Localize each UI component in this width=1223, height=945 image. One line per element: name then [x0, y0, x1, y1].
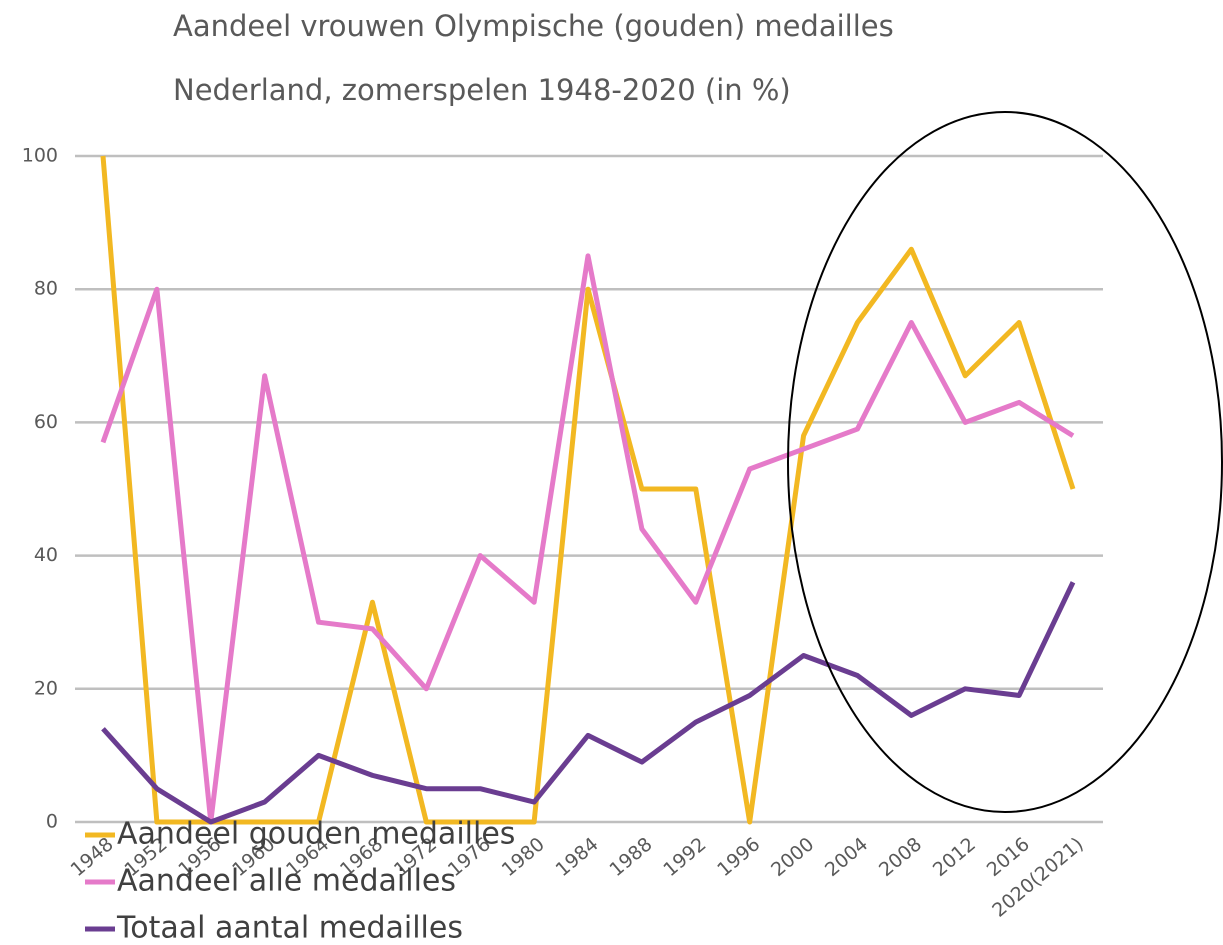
y-tick-label: 40 [34, 544, 58, 566]
x-tick-label: 1992 [659, 833, 710, 881]
series-line [101, 581, 1076, 825]
x-tick-label: 2000 [767, 833, 818, 881]
chart-title: Aandeel vrouwen Olympische (gouden) meda… [173, 9, 894, 43]
y-tick-label: 20 [34, 677, 58, 699]
legend: Aandeel gouden medailles Aandeel alle med… [85, 817, 515, 945]
chart-subtitle: Nederland, zomerspelen 1948-2020 (in %) [173, 73, 791, 107]
legend-label: Aandeel gouden medailles [117, 817, 515, 852]
x-tick-label: 1996 [713, 833, 764, 881]
lines [100, 155, 1076, 825]
highlight-ellipse [787, 111, 1223, 813]
x-tick-label: 2012 [929, 833, 980, 881]
x-tick-label: 2008 [875, 833, 926, 881]
x-tick-label: 1984 [552, 833, 603, 881]
series-line [100, 253, 1075, 825]
x-tick-label: 2004 [821, 833, 872, 881]
legend-label: Aandeel alle medailles [117, 864, 456, 899]
x-tick-label: 1988 [605, 833, 656, 881]
series-line [100, 155, 1076, 825]
y-tick-label: 60 [34, 411, 58, 433]
y-tick-label: 0 [46, 811, 58, 833]
y-tick-label: 80 [34, 278, 58, 300]
x-tick-label: 1948 [67, 833, 118, 881]
y-tick-label: 100 [22, 145, 58, 167]
legend-label: Totaal aantal medailles [116, 911, 463, 945]
grid: 0 20 40 60 80 100 [22, 145, 1103, 833]
